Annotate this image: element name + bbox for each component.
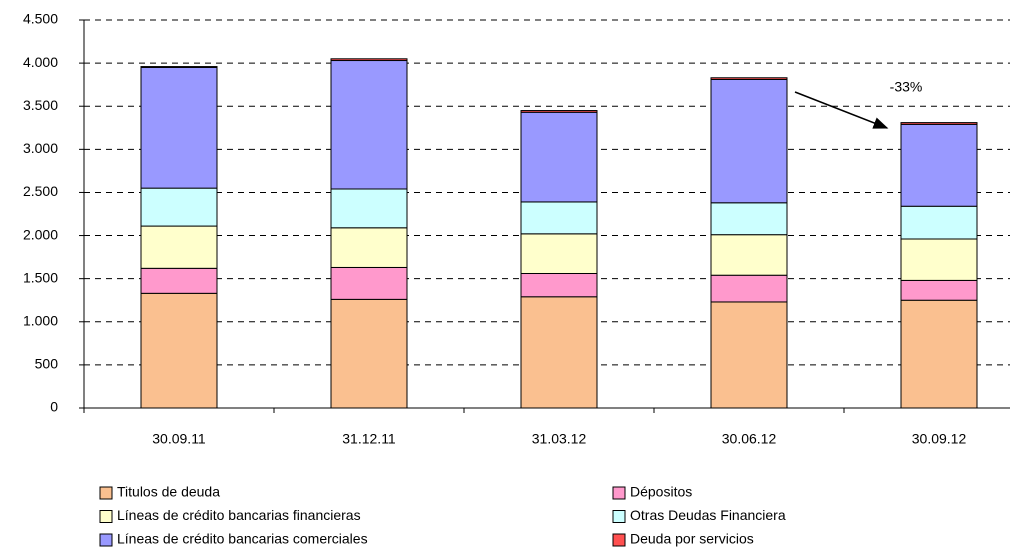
legend-label: Otras Deudas Financiera [630,507,786,523]
bar-segment [520,233,598,274]
bar-segment [330,266,408,300]
bar-segment [710,274,788,303]
bar-segment [710,78,788,204]
x-tick-label: 30.09.12 [912,431,967,447]
bar-segment [900,238,978,281]
legend-label: Deuda por servicios [630,531,754,547]
legend-swatch [612,533,626,547]
legend-swatch [99,510,113,523]
bar-segment [900,299,978,409]
plot-area [84,19,1010,409]
bar-segment [900,205,978,240]
y-tick-label: 1.000 [23,312,58,328]
bar-segment [900,279,978,301]
annotation: -33% [890,79,923,95]
x-tick-label: 31.12.11 [342,431,396,447]
bar-segment [710,301,788,409]
x-tick-label: 30.06.12 [722,431,777,447]
x-tick-label: 30.09.11 [152,431,206,447]
bar-segment [520,111,598,203]
x-tick-label: 31.03.12 [532,431,587,447]
bar-segment [140,225,218,269]
bar-segment [710,234,788,276]
bar-segment [330,188,408,229]
legend-swatch [612,510,626,523]
bar-segment [140,66,218,189]
legend-swatch [99,533,113,547]
legend-label: Dépositos [630,484,692,500]
legend-label: Líneas de crédito bancarias financieras [117,507,361,523]
bar-segment [900,122,978,125]
bar-segment [140,292,218,409]
bar-segment [330,298,408,409]
bar-segment [710,77,788,80]
legend-label: Líneas de crédito bancarias comerciales [117,531,368,547]
bar-segment [140,187,218,227]
y-tick-label: 2.500 [23,183,58,199]
y-tick-label: 1.500 [23,269,58,285]
bar-segment [330,60,408,190]
bar-segment [520,110,598,113]
bar-segment [330,227,408,268]
y-tick-label: 0 [50,399,58,415]
bar-segment [330,58,408,62]
y-tick-label: 4.500 [23,11,58,27]
bar-segment [520,272,598,298]
bar-segment [140,267,218,294]
bar-segment [520,201,598,235]
y-tick-label: 3.000 [23,140,58,156]
y-tick-label: 500 [35,356,59,372]
legend-swatch [612,486,626,500]
bar-segment [140,66,218,68]
y-tick-label: 2.000 [23,226,58,242]
y-tick-label: 3.500 [23,97,58,113]
legend-label: Titulos de deuda [117,484,220,500]
y-tick-label: 4.000 [23,54,58,70]
bar-segment [520,296,598,409]
bar-segment [710,202,788,236]
bar-segment [900,123,978,207]
annotation-arrow [794,91,889,129]
legend-swatch [99,486,113,500]
